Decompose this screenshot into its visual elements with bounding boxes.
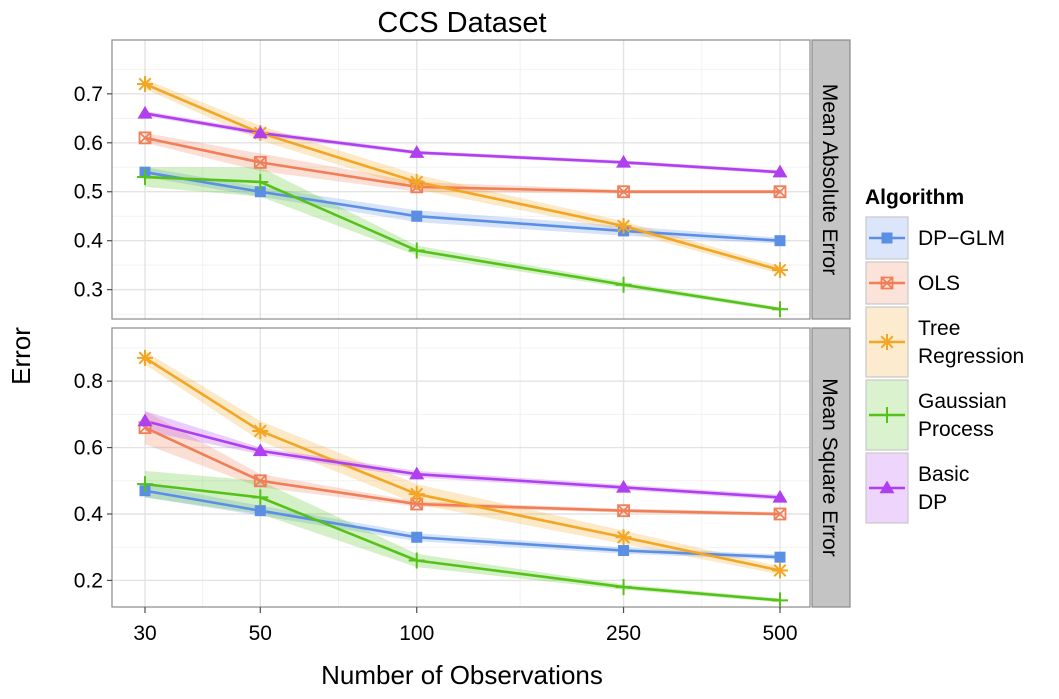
data-point-gp <box>772 592 788 609</box>
y-tick-label: 0.6 <box>74 437 103 460</box>
y-tick-label: 0.4 <box>74 230 104 253</box>
legend-label: OLS <box>918 272 960 295</box>
y-tick-label: 0.6 <box>74 132 103 155</box>
series-band-dpglm <box>145 484 780 560</box>
y-tick-label: 0.3 <box>74 279 103 302</box>
facet-strip <box>811 327 851 608</box>
legend-item-gp: Gaussian Process <box>865 379 1007 451</box>
legend-key-marker <box>879 480 895 494</box>
x-axis-title: Number of Observations <box>321 660 603 690</box>
data-point-ols <box>617 504 630 518</box>
y-tick-label: 0.7 <box>74 83 103 106</box>
x-tick-label: 50 <box>249 622 272 645</box>
legend-label: DP <box>918 491 947 514</box>
data-point-dpglm <box>618 545 630 557</box>
legend-item-tree: Tree Regression <box>865 306 1024 378</box>
facet-strip-label: Mean Square Error <box>818 378 841 557</box>
series-band-gp <box>145 470 780 603</box>
data-point-ols <box>773 507 787 521</box>
legend-label: Process <box>918 418 994 441</box>
data-point-gp <box>408 552 425 569</box>
legend-key-marker <box>880 276 894 290</box>
facet-strip-label: Mean Absolute Error <box>818 84 841 275</box>
data-point-gp <box>615 579 632 596</box>
data-point-gp <box>252 489 269 506</box>
y-tick-label: 0.5 <box>74 181 103 204</box>
data-point-dpglm <box>411 531 423 543</box>
data-point-gp <box>615 276 632 293</box>
data-point-tree <box>772 562 788 579</box>
data-point-ols <box>253 155 267 169</box>
data-point-dpglm <box>411 210 423 222</box>
legend-title: Algorithm <box>865 186 964 209</box>
y-tick-label: 0.4 <box>74 503 104 526</box>
series-band-ols <box>145 411 780 516</box>
legend-item-basic: Basic DP <box>865 452 969 524</box>
panel-background <box>112 328 810 607</box>
data-point-tree <box>408 173 425 190</box>
y-axis-title: Error <box>6 327 36 385</box>
x-tick-label: 100 <box>399 622 434 645</box>
data-point-dpglm <box>254 505 266 517</box>
data-point-basic <box>616 154 632 168</box>
data-point-tree <box>772 262 788 279</box>
data-point-basic <box>252 443 268 457</box>
data-point-ols <box>617 185 630 199</box>
series-band-basic <box>145 411 780 501</box>
data-point-basic <box>137 105 153 119</box>
data-point-basic <box>252 125 268 139</box>
data-point-basic <box>137 413 153 427</box>
legend-label: Gaussian <box>918 390 1007 413</box>
data-point-ols <box>773 185 787 199</box>
facet-strip <box>811 39 851 320</box>
legend-key-marker <box>881 232 893 244</box>
data-point-gp <box>137 476 153 493</box>
legend-key-marker <box>879 407 895 423</box>
data-point-gp <box>137 169 153 186</box>
data-point-gp <box>252 173 269 190</box>
data-point-tree <box>137 349 153 366</box>
data-point-tree <box>252 422 269 439</box>
x-tick-label: 500 <box>762 622 797 645</box>
panel-border <box>111 39 811 320</box>
series-band-tree <box>145 351 780 575</box>
x-tick-label: 30 <box>133 622 156 645</box>
legend-label: Tree <box>918 317 960 340</box>
data-point-dpglm <box>254 186 266 198</box>
data-point-tree <box>615 529 632 546</box>
legend-label: Basic <box>918 463 969 486</box>
y-tick-label: 0.8 <box>74 370 103 393</box>
data-point-ols <box>138 131 152 145</box>
data-point-dpglm <box>774 235 786 247</box>
data-point-basic <box>409 466 425 480</box>
data-point-gp <box>772 301 788 318</box>
legend-item-dpglm: DP−GLM <box>865 216 1005 260</box>
series-band-gp <box>145 167 780 312</box>
legend-key-marker <box>879 334 895 350</box>
panel-border <box>111 327 811 608</box>
data-point-tree <box>137 76 153 93</box>
data-point-basic <box>772 164 788 178</box>
data-point-gp <box>408 242 425 259</box>
data-point-basic <box>772 489 788 503</box>
legend-label: Regression <box>918 345 1024 368</box>
legend-item-ols: OLS <box>865 261 960 305</box>
y-tick-label: 0.2 <box>74 569 103 592</box>
data-point-tree <box>408 486 425 503</box>
data-point-basic <box>409 145 425 158</box>
data-point-dpglm <box>774 551 786 563</box>
x-tick-label: 250 <box>606 622 641 645</box>
data-point-tree <box>615 218 632 234</box>
data-point-ols <box>253 474 267 488</box>
legend-label: DP−GLM <box>918 227 1005 250</box>
facet-panel: 0.2 0.4 0.6 0.8 Mean Square Error <box>74 327 851 609</box>
data-point-basic <box>616 479 632 493</box>
facet-panel: 0.3 0.4 0.5 0.6 0.7 Mean Absolute Error <box>74 39 851 320</box>
chart-title: CCS Dataset <box>377 7 546 39</box>
